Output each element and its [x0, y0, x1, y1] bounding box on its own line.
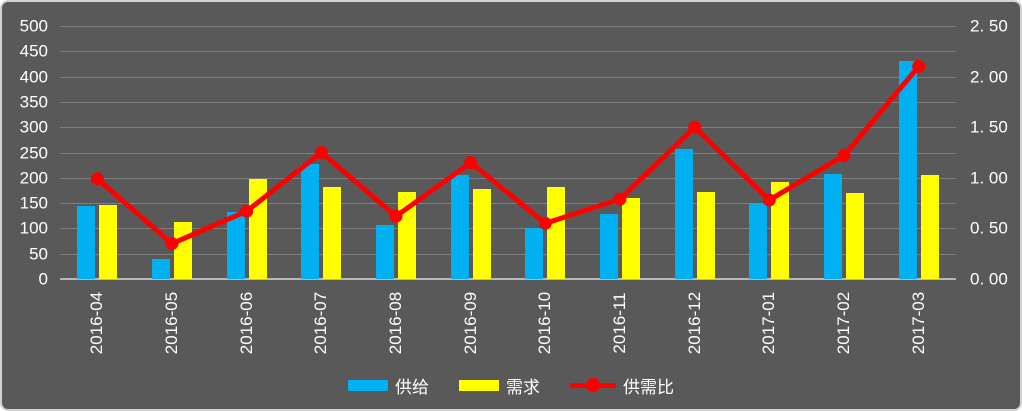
y-axis-tick-right: 0. 50 — [970, 218, 1008, 238]
demand-bar — [323, 186, 342, 279]
x-axis-label: 2016-10 — [535, 291, 555, 355]
supply-bar — [152, 258, 170, 279]
x-axis-label: 2016-04 — [87, 291, 107, 355]
supply-bar — [301, 164, 320, 279]
x-axis-label: 2017-01 — [759, 291, 779, 355]
supply-bar — [674, 148, 693, 279]
ratio-line-swatch — [570, 378, 616, 392]
x-axis-label: 2016-09 — [460, 291, 480, 355]
demand-swatch — [459, 379, 499, 391]
gridline — [60, 51, 956, 53]
demand-bar — [622, 197, 640, 279]
gridline — [60, 152, 956, 154]
x-axis-label: 2016-12 — [684, 291, 704, 355]
y-axis-tick-left: 350 — [19, 92, 48, 112]
demand-bar — [547, 186, 566, 279]
supply-swatch — [348, 379, 388, 391]
gridline — [60, 26, 956, 27]
ratio-line-layer — [90, 59, 926, 251]
y-axis-tick-left: 250 — [19, 143, 48, 162]
ratio-point — [762, 193, 776, 207]
y-axis-tick-right: 0. 00 — [970, 269, 1008, 289]
gridline — [60, 253, 956, 255]
demand-bar — [472, 188, 491, 279]
ratio-point — [240, 204, 254, 218]
ratio-point — [314, 146, 328, 159]
ratio-point — [90, 172, 104, 186]
supply-bar — [749, 202, 768, 279]
ratio-point — [837, 149, 851, 163]
legend-item-ratio: 供需比 — [570, 373, 674, 398]
x-axis-label: 2017-02 — [834, 291, 853, 355]
y-axis-tick-left: 150 — [19, 193, 48, 213]
gridline — [60, 101, 956, 103]
gridline — [60, 127, 956, 129]
legend-label-supply: 供给 — [395, 377, 429, 397]
demand-bar — [771, 181, 790, 279]
ratio-marker-swatch — [586, 378, 600, 392]
y-axis-tick-left: 0 — [38, 269, 48, 289]
x-axis-line — [60, 278, 956, 280]
supply-bar — [226, 212, 245, 279]
supply-bar — [376, 224, 394, 279]
demand-bar — [920, 175, 939, 279]
legend-label-ratio: 供需比 — [623, 377, 674, 397]
x-axis-label: 2016-06 — [236, 291, 256, 355]
plot-area — [60, 26, 956, 280]
demand-bar — [696, 192, 715, 279]
y-axis-tick-right: 2. 00 — [970, 67, 1008, 87]
x-axis-label: 2016-05 — [162, 291, 181, 355]
y-axis-tick-left: 400 — [19, 67, 48, 87]
supply-bar — [824, 173, 842, 279]
y-axis-tick-right: 1. 00 — [970, 168, 1008, 188]
x-axis-label: 2017-03 — [908, 291, 928, 355]
y-axis-tick-left: 500 — [19, 16, 48, 36]
x-axis-label: 2016-07 — [311, 291, 331, 355]
ratio-point — [613, 192, 627, 206]
ratio-line — [95, 64, 921, 247]
legend-item-supply: 供给 — [348, 373, 429, 398]
x-axis: 2016-04 2016-05 2016-06 2016-07 2016-08 2016-… — [60, 284, 956, 362]
y-axis-tick-left: 450 — [19, 41, 48, 61]
gridline — [60, 177, 956, 179]
y-axis-tick-left: 100 — [19, 218, 48, 238]
supply-bar — [77, 205, 96, 279]
y-axis-tick-right: 1. 50 — [970, 117, 1008, 137]
ratio-point — [912, 59, 926, 73]
y-axis-tick-left: 200 — [19, 168, 48, 188]
legend-item-demand: 需求 — [459, 373, 540, 398]
y-axis-tick-left: 50 — [29, 244, 48, 264]
ratio-point — [688, 120, 702, 134]
x-axis-label: 2016-08 — [386, 291, 405, 355]
demand-bar — [846, 192, 864, 279]
gridline — [60, 203, 956, 205]
gridline — [60, 76, 956, 78]
supply-bar — [450, 175, 469, 279]
supply-bar — [898, 61, 917, 279]
y-axis-tick-left: 300 — [19, 117, 48, 137]
legend: 供给 需求 供需比 — [2, 368, 1020, 402]
ratio-point — [389, 209, 403, 223]
legend-label-demand: 需求 — [506, 377, 540, 397]
demand-bar — [99, 204, 118, 279]
x-axis-label: 2016-11 — [610, 292, 629, 354]
ratio-point — [165, 237, 179, 251]
ratio-point — [538, 216, 552, 230]
ratio-point — [464, 156, 478, 170]
y-axis-tick-right: 2. 50 — [970, 16, 1008, 36]
supply-bar — [525, 228, 544, 279]
gridline — [60, 228, 956, 230]
supply-bar — [600, 214, 618, 279]
